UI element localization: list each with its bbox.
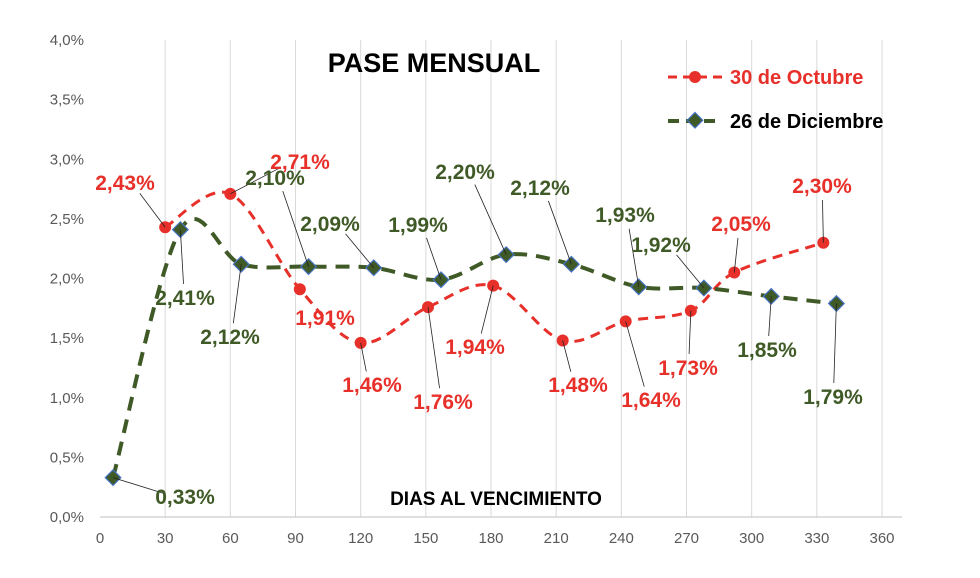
data-label: 2,43% (95, 172, 155, 195)
leader-line (625, 321, 645, 387)
leader-line (282, 190, 309, 267)
leader-line (822, 199, 824, 243)
x-tick-label: 60 (222, 530, 239, 547)
leader-line (562, 340, 572, 372)
data-label: 2,10% (245, 167, 305, 190)
data-label: 1,64% (621, 389, 681, 412)
leader-line (427, 307, 440, 389)
y-tick-label: 1,0% (50, 390, 84, 407)
leader-line (112, 477, 164, 494)
y-tick-label: 0,0% (50, 509, 84, 526)
series-line-0 (164, 190, 824, 345)
data-label: 1,94% (445, 336, 505, 359)
data-label: 1,76% (413, 391, 473, 414)
leader-line (733, 237, 739, 273)
data-label: 2,09% (300, 213, 360, 236)
data-label: 1,46% (342, 374, 402, 397)
y-tick-label: 2,5% (50, 211, 84, 228)
leader-line (688, 310, 692, 355)
leader-line (139, 193, 166, 228)
data-label: 2,30% (792, 175, 852, 198)
x-tick-label: 210 (544, 530, 569, 547)
x-tick-label: 300 (739, 530, 764, 547)
x-tick-label: 0 (96, 530, 104, 547)
data-label: 2,12% (510, 177, 570, 200)
data-label: 2,41% (155, 287, 215, 310)
leader-line (676, 254, 705, 289)
y-tick-label: 3,0% (50, 151, 84, 168)
y-tick-label: 1,5% (50, 330, 84, 347)
data-label: 2,20% (435, 161, 495, 184)
x-tick-label: 30 (157, 530, 174, 547)
leader-line (768, 296, 772, 337)
data-label: 1,48% (548, 374, 608, 397)
x-tick-label: 330 (804, 530, 829, 547)
x-tick-label: 270 (674, 530, 699, 547)
leader-line (628, 228, 640, 287)
leader-line (230, 167, 281, 195)
data-label: 2,05% (711, 213, 771, 236)
leader-line (232, 264, 242, 324)
leader-line (480, 285, 494, 334)
x-tick-label: 240 (609, 530, 634, 547)
data-label: 0,33% (155, 486, 215, 509)
data-label: 1,92% (631, 234, 691, 257)
x-tick-label: 180 (478, 530, 503, 547)
leader-line (548, 200, 572, 265)
data-label: 1,79% (803, 386, 863, 409)
x-tick-label: 120 (348, 530, 373, 547)
data-label: 1,93% (595, 204, 655, 227)
data-label: 1,85% (737, 339, 797, 362)
y-tick-label: 0,5% (50, 449, 84, 466)
legend-label-octubre: 30 de Octubre (730, 67, 863, 89)
leader-line (179, 229, 184, 285)
leader-line (345, 233, 375, 269)
legend: 30 de Octubre 26 de Diciembre (668, 67, 883, 133)
legend-label-diciembre: 26 de Diciembre (730, 111, 883, 133)
legend-marker-diciembre (686, 111, 704, 129)
x-axis-label: DIAS AL VENCIMIENTO (390, 489, 602, 510)
data-point-octubre (293, 283, 306, 296)
x-tick-label: 360 (869, 530, 894, 547)
data-label: 2,12% (200, 326, 260, 349)
x-tick-label: 90 (287, 530, 304, 547)
data-label: 1,91% (295, 307, 355, 330)
y-tick-label: 4,0% (50, 32, 84, 49)
leader-line (426, 237, 442, 280)
leader-line (360, 342, 367, 372)
data-label: 1,99% (388, 214, 448, 237)
legend-marker-octubre (689, 71, 701, 83)
chart-title: PASE MENSUAL (328, 48, 541, 78)
y-tick-label: 3,5% (50, 92, 84, 109)
leader-line (833, 303, 837, 384)
leader-line (474, 184, 507, 255)
data-label: 1,73% (658, 357, 718, 380)
y-tick-label: 2,0% (50, 271, 84, 288)
data-label: 2,71% (270, 151, 330, 174)
x-tick-label: 150 (413, 530, 438, 547)
